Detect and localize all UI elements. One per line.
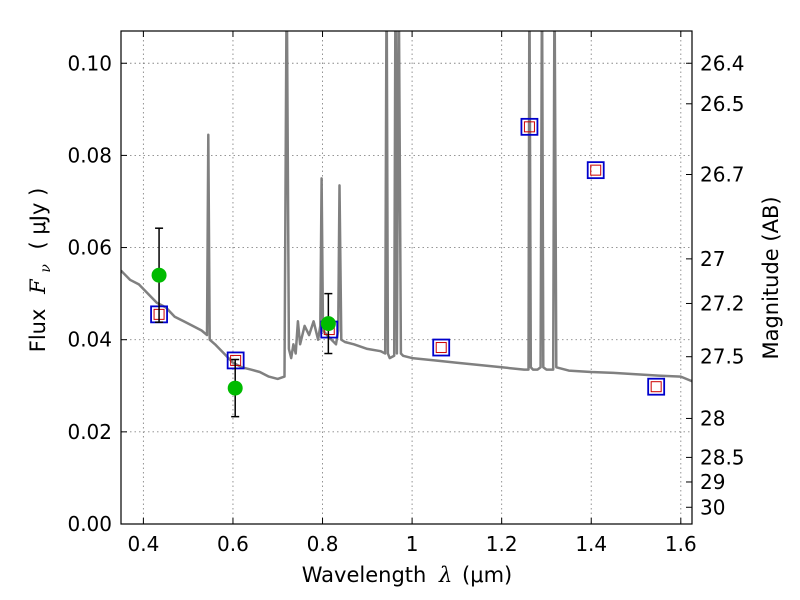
model-points	[150, 117, 666, 396]
observed-point	[151, 227, 167, 323]
y-axis-label: Flux F ν ( μJy )	[26, 188, 55, 353]
y2-tick-label: 28	[700, 406, 725, 430]
x-axis-label: Wavelength λ (μm)	[302, 563, 512, 587]
x-tick-label: 1.6	[665, 532, 697, 556]
y-tick-label: 0.00	[67, 512, 112, 536]
y-tick-label: 0.04	[67, 328, 112, 352]
model-square-inner	[435, 342, 447, 354]
y-axis-subscript: ν	[38, 264, 54, 273]
x-tick-label: 1	[406, 532, 419, 556]
observed-point	[320, 292, 336, 355]
model-point	[520, 117, 539, 136]
x-axis-symbol: λ	[438, 563, 452, 587]
model-square-inner	[523, 121, 535, 133]
observed-marker	[151, 267, 167, 283]
y2-tick-label: 26.7	[700, 162, 745, 186]
y-axis-unit: ( μJy )	[26, 188, 50, 250]
observed-points	[151, 227, 336, 418]
x-axis-unit: (μm)	[462, 563, 512, 587]
model-square-inner	[650, 381, 662, 393]
x-tick-label: 0.8	[307, 532, 339, 556]
y2-tick-label: 26.4	[700, 51, 745, 75]
y-axis-symbol: F	[26, 278, 50, 295]
y2-tick-label: 27.2	[700, 291, 745, 315]
plot-frame	[120, 30, 693, 525]
y2-tick-label: 28.5	[700, 445, 745, 469]
observed-point	[227, 358, 243, 418]
model-square-outer	[520, 117, 539, 136]
y2-tick-label: 27.5	[700, 345, 745, 369]
model-square-outer	[647, 377, 666, 396]
x-tick-label: 0.6	[217, 532, 249, 556]
model-point	[432, 338, 451, 357]
y-tick-label: 0.02	[67, 420, 112, 444]
x-axis-label-text: Wavelength	[302, 563, 427, 587]
model-square-outer	[432, 338, 451, 357]
y2-tick-label: 30	[700, 495, 725, 519]
sed-line	[121, 31, 692, 383]
y2-tick-label: 26.5	[700, 92, 745, 116]
x-tick-label: 1.2	[486, 532, 518, 556]
model-point	[647, 377, 666, 396]
model-square-inner	[590, 164, 602, 176]
sed-curve	[121, 31, 692, 383]
y2-tick-label: 29	[700, 470, 725, 494]
observed-marker	[227, 380, 243, 396]
model-point	[586, 161, 605, 180]
y-axis-label-text: Flux	[26, 309, 50, 353]
x-tick-label: 1.4	[575, 532, 607, 556]
grid-lines	[121, 31, 692, 524]
y-tick-label: 0.06	[67, 236, 112, 260]
y2-axis-label: Magnitude (AB)	[759, 196, 783, 359]
observed-marker	[320, 316, 336, 332]
y-tick-label: 0.08	[67, 143, 112, 167]
y-tick-label: 0.10	[67, 51, 112, 75]
x-tick-label: 0.4	[127, 532, 159, 556]
y2-tick-label: 27	[700, 247, 725, 271]
model-square-outer	[586, 161, 605, 180]
axis-ticks: 0.4 0.6 0.8 1 1.2 1.4 1.6 0.00 0.02 0.04 0.06 0.08 0…	[67, 31, 745, 556]
